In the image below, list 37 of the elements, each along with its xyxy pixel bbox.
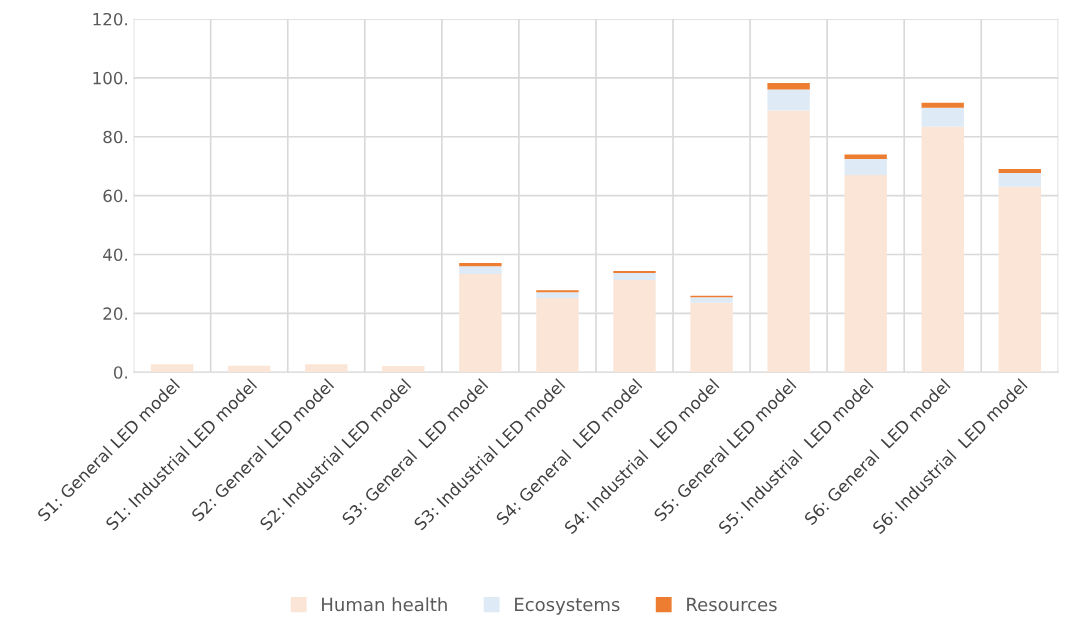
bar: [536, 290, 579, 293]
bar: [767, 89, 810, 111]
bar: [998, 172, 1041, 187]
bar: [459, 273, 502, 373]
bar: [921, 107, 964, 127]
bar: [228, 365, 271, 373]
bar: [690, 302, 733, 373]
bar: [767, 110, 810, 373]
y-tick-label: 120.: [93, 12, 127, 26]
bar: [998, 169, 1041, 173]
bar: [998, 186, 1041, 373]
bar: [459, 266, 502, 274]
y-tick-label: 20.: [103, 307, 127, 320]
y-tick-label: 80.: [103, 130, 127, 144]
y-tick-label: 40.: [103, 248, 127, 262]
y-tick-label: 0.: [113, 366, 127, 379]
bar: [382, 366, 425, 373]
y-tick-label: 60.: [103, 189, 127, 203]
bar: [150, 364, 194, 373]
bar: [921, 102, 964, 108]
bar: [613, 273, 656, 281]
bar: [536, 292, 579, 299]
bar: [690, 297, 733, 303]
bar: [305, 364, 348, 373]
bar: [613, 280, 656, 373]
bar: [767, 83, 810, 90]
bar: [844, 154, 887, 160]
bar: [921, 126, 964, 373]
bar: [844, 175, 887, 373]
legend-label: Resources: [687, 597, 777, 612]
bar: [536, 298, 579, 373]
y-tick-label: 100.: [93, 71, 127, 85]
bar: [613, 270, 656, 274]
bar: [844, 159, 887, 175]
legend-label: Ecosystems: [515, 597, 620, 615]
legend-label: Human health: [322, 597, 447, 612]
bar: [459, 263, 502, 267]
